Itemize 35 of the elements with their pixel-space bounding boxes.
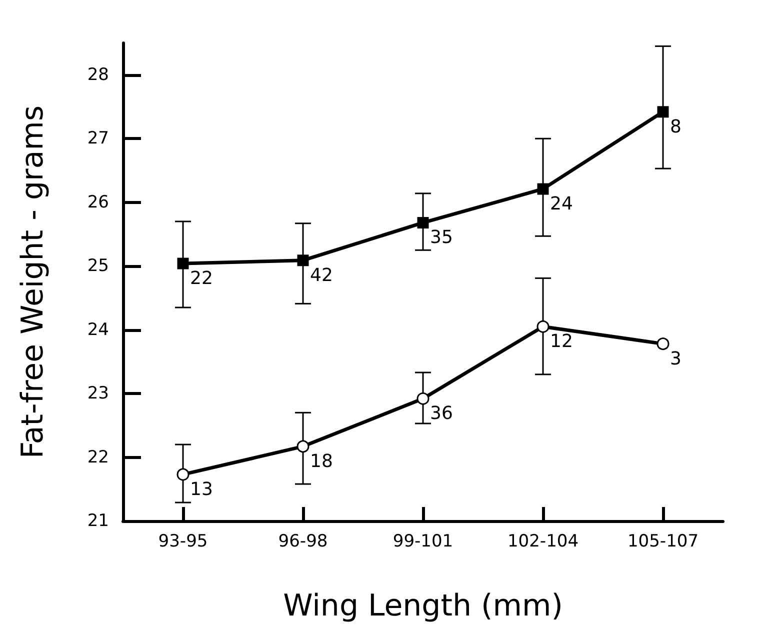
point: [416, 392, 430, 405]
x-tick-label: 96-98: [278, 532, 328, 552]
point: [656, 338, 670, 350]
point: [537, 183, 549, 195]
y-axis-title: Fat-free Weight - grams: [16, 105, 50, 459]
annotation: 13: [190, 478, 213, 500]
point: [536, 320, 550, 333]
point: [176, 468, 190, 481]
annotation: 36: [430, 403, 453, 424]
annotation: 35: [430, 227, 453, 248]
annotation: 3: [670, 348, 682, 370]
annotation: 8: [670, 116, 682, 138]
x-axis-title: Wing Length (mm): [283, 588, 563, 624]
point: [657, 106, 669, 118]
annotation: 18: [310, 450, 333, 472]
point: [297, 254, 309, 266]
x-tick-label: 105-107: [627, 532, 699, 552]
annotation: 12: [550, 331, 573, 352]
x-tick-label: 93-95: [158, 532, 208, 552]
annotation: 42: [310, 264, 333, 286]
y-tick-label: 23: [87, 384, 109, 404]
x-tick-label: 102-104: [507, 532, 579, 552]
y-tick-label: 25: [87, 256, 109, 276]
point: [296, 440, 310, 453]
point: [177, 258, 189, 270]
point: [417, 216, 429, 228]
y-tick-label: 21: [87, 511, 109, 531]
y-tick-label: 26: [87, 192, 109, 212]
y-tick-label: 27: [87, 128, 109, 149]
annotation: 22: [190, 268, 213, 290]
y-tick-label: 28: [87, 64, 109, 85]
y-tick-label: 22: [87, 447, 109, 468]
annotation: 24: [550, 193, 573, 214]
x-tick-label: 99-101: [392, 532, 454, 552]
y-tick-label: 24: [87, 320, 109, 340]
